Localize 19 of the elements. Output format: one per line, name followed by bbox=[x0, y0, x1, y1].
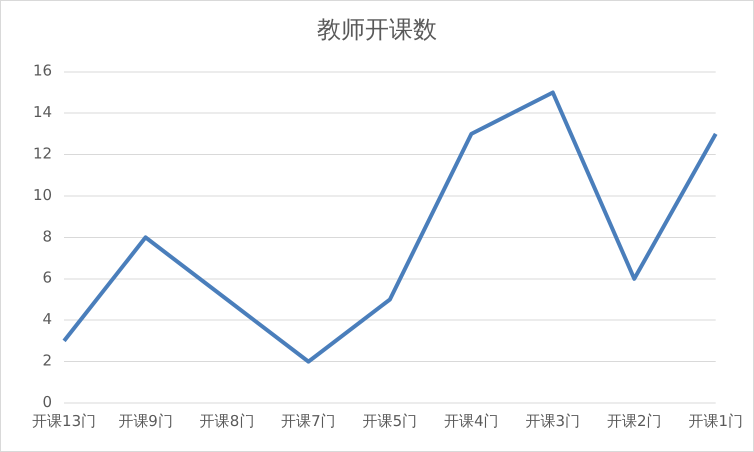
x-tick-label: 开课8门 bbox=[200, 412, 254, 430]
y-tick-label: 16 bbox=[32, 62, 52, 80]
y-tick-label: 0 bbox=[42, 392, 52, 411]
y-tick-label: 12 bbox=[32, 144, 52, 162]
x-tick-label: 开课4门 bbox=[444, 412, 499, 430]
y-tick-label: 10 bbox=[32, 186, 52, 204]
y-tick-label: 4 bbox=[42, 310, 52, 328]
x-tick-label: 开课1门 bbox=[688, 412, 743, 430]
chart-title: 教师开课数 bbox=[317, 16, 437, 44]
y-tick-label: 8 bbox=[42, 227, 52, 246]
x-tick-label: 开课9门 bbox=[118, 412, 173, 430]
x-tick-label: 开课5门 bbox=[362, 412, 418, 430]
x-tick-label: 开课3门 bbox=[526, 412, 580, 430]
x-tick-label: 开课2门 bbox=[607, 412, 662, 430]
x-tick-label: 开课7门 bbox=[281, 412, 336, 430]
y-tick-label: 14 bbox=[32, 103, 52, 122]
x-tick-label: 开课13门 bbox=[32, 412, 96, 430]
y-tick-label: 6 bbox=[42, 268, 52, 287]
y-tick-label: 2 bbox=[42, 351, 52, 370]
